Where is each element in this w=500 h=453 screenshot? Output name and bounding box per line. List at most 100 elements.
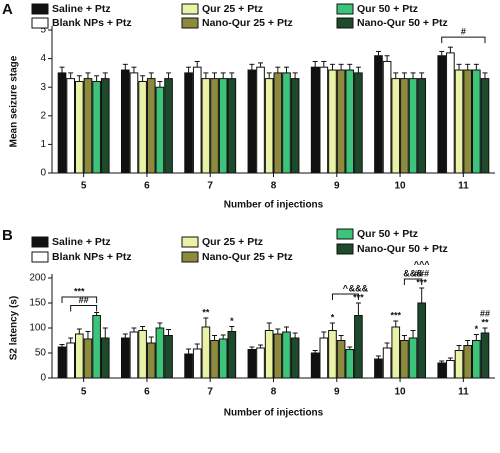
bar xyxy=(100,337,110,379)
significance-label: ## xyxy=(480,308,490,318)
bar xyxy=(463,69,473,174)
bar xyxy=(57,346,67,379)
x-tick-label: 5 xyxy=(81,181,87,192)
bar xyxy=(100,78,110,174)
significance-label: *** xyxy=(416,277,427,287)
x-tick-label: 8 xyxy=(271,181,277,192)
y-tick-label: 0 xyxy=(40,373,46,384)
bar xyxy=(354,72,363,174)
legend-swatch xyxy=(181,251,199,263)
bar xyxy=(155,86,165,174)
bar xyxy=(336,69,346,174)
bar xyxy=(417,302,427,379)
bar xyxy=(247,69,257,174)
bar xyxy=(256,66,265,174)
x-tick-label: 11 xyxy=(458,387,469,398)
legend-swatch xyxy=(336,3,354,15)
bar xyxy=(336,340,346,379)
bar xyxy=(454,350,464,379)
bar xyxy=(463,345,473,379)
y-tick-label: 1 xyxy=(40,139,46,150)
x-tick-label: 10 xyxy=(395,387,407,398)
bar xyxy=(328,330,337,379)
legend-label: Blank NPs + Ptz xyxy=(52,251,132,263)
legend-label: Qur 25 + Ptz xyxy=(202,3,263,15)
legend-label: Saline + Ptz xyxy=(52,3,111,15)
bar xyxy=(210,340,219,379)
bar xyxy=(319,337,329,379)
bar xyxy=(120,337,130,379)
bar xyxy=(218,338,228,379)
x-tick-label: 5 xyxy=(81,387,87,398)
bar xyxy=(345,349,355,379)
bar xyxy=(164,335,173,379)
bar xyxy=(282,72,291,174)
y-tick-label: 0 xyxy=(40,168,46,179)
legend-swatch xyxy=(31,3,49,15)
bar xyxy=(120,69,130,174)
bar xyxy=(454,69,464,174)
legend-label: Nano-Qur 25 + Ptz xyxy=(202,251,293,263)
legend-label: Nano-Qur 50 + Ptz xyxy=(357,243,448,255)
legend-swatch xyxy=(31,236,49,248)
y-tick-label: 4 xyxy=(40,53,46,64)
bar xyxy=(164,78,173,174)
legend-label: Saline + Ptz xyxy=(52,236,111,248)
bar xyxy=(446,52,455,174)
x-tick-label: 8 xyxy=(271,387,277,398)
y-tick-label: 100 xyxy=(29,323,46,334)
bar xyxy=(83,78,93,174)
significance-label: ## xyxy=(79,295,89,305)
bar xyxy=(437,55,447,174)
x-tick-label: 6 xyxy=(144,387,150,398)
significance-label: * xyxy=(475,324,479,334)
bar xyxy=(290,78,300,174)
legend-swatch xyxy=(336,243,354,255)
x-tick-label: 9 xyxy=(334,387,340,398)
x-tick-label: 9 xyxy=(334,181,340,192)
significance-label: *** xyxy=(353,292,364,302)
y-axis-label: S2 latency (s) xyxy=(9,296,20,360)
bar xyxy=(201,326,211,379)
bar xyxy=(192,348,202,379)
y-tick-label: 150 xyxy=(29,298,46,309)
legend-swatch xyxy=(181,3,199,15)
x-axis-label: Number of injections xyxy=(224,200,324,211)
bar xyxy=(146,342,156,379)
significance-label: ** xyxy=(481,317,489,327)
bar xyxy=(345,69,355,174)
y-tick-label: 3 xyxy=(40,82,46,93)
y-tick-label: 2 xyxy=(40,110,46,121)
bar xyxy=(374,55,383,174)
bar xyxy=(480,78,490,174)
legend-label: Qur 50 + Ptz xyxy=(357,228,418,240)
bar xyxy=(129,72,139,174)
legend-label: Nano-Qur 25 + Ptz xyxy=(202,17,293,29)
y-axis-label: Mean seizure stage xyxy=(9,55,20,147)
bar xyxy=(247,349,257,379)
bar xyxy=(310,352,320,379)
bar xyxy=(155,327,165,379)
bar xyxy=(391,78,401,174)
bar xyxy=(310,66,320,174)
bar xyxy=(354,315,363,379)
bar xyxy=(446,360,455,379)
bar xyxy=(74,80,84,174)
x-axis-label: Number of injections xyxy=(224,408,324,419)
bar xyxy=(472,340,481,379)
bar xyxy=(480,332,490,379)
significance-label: &&& xyxy=(349,283,369,293)
bar xyxy=(92,80,101,174)
significance-label: *** xyxy=(74,286,85,296)
significance-bracket xyxy=(441,36,486,44)
legend-label: Nano-Qur 50 + Ptz xyxy=(357,17,448,29)
x-tick-label: 7 xyxy=(207,181,213,192)
y-tick-label: 200 xyxy=(29,273,46,284)
significance-bracket xyxy=(70,305,98,312)
bar xyxy=(83,338,93,379)
bar xyxy=(382,347,392,379)
legend-swatch xyxy=(31,251,49,263)
panel-label: A xyxy=(2,1,13,18)
bar xyxy=(146,78,156,174)
x-tick-label: 7 xyxy=(207,387,213,398)
